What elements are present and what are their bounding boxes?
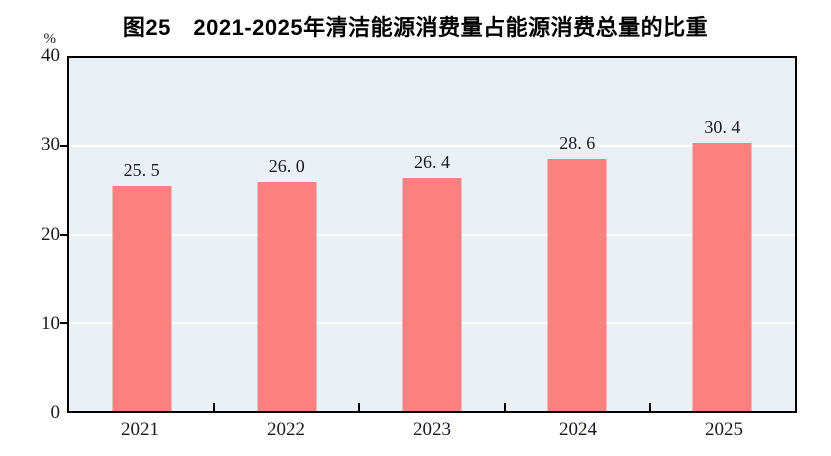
x-axis-tick-2 <box>358 403 361 411</box>
category-slot-2021: 25. 5 <box>69 58 214 411</box>
category-slot-2024: 28. 6 <box>505 58 650 411</box>
chart-title: 图25 2021-2025年清洁能源消费量占能源消费总量的比重 <box>122 15 709 40</box>
y-axis-label-20: 20 <box>41 223 60 245</box>
y-axis: 0 10 20 30 40 <box>0 46 60 423</box>
x-axis-label-2021: 2021 <box>121 419 159 440</box>
y-axis-tickmark-10 <box>60 321 69 324</box>
bar-value-label-2022: 26. 0 <box>268 155 305 176</box>
y-axis-tickmark-20 <box>60 233 69 236</box>
y-axis-tickmark-30 <box>60 145 69 148</box>
bars-container: 25. 5 26. 0 26. 4 28. 6 30. 4 <box>69 58 795 411</box>
category-slot-2023: 26. 4 <box>359 58 504 411</box>
x-axis-label-2024: 2024 <box>559 419 597 440</box>
bar-value-label-2024: 28. 6 <box>559 132 596 153</box>
y-axis-label-30: 30 <box>41 134 60 156</box>
bar-2022 <box>257 181 317 411</box>
x-axis-label-2023: 2023 <box>413 419 451 440</box>
y-axis-label-10: 10 <box>41 312 60 334</box>
gridline-30 <box>69 145 795 148</box>
y-axis-unit-label: % <box>43 31 57 47</box>
x-axis-tick-3 <box>503 403 506 411</box>
bar-value-label-2021: 25. 5 <box>123 159 160 180</box>
bar-2021 <box>112 185 172 411</box>
x-axis-label-2022: 2022 <box>267 419 305 440</box>
bar-value-label-2025: 30. 4 <box>704 116 741 137</box>
bar-2023 <box>402 178 462 411</box>
x-axis: 2021 2022 2023 2024 2025 <box>67 419 797 441</box>
x-axis-tick-4 <box>648 403 651 411</box>
x-axis-label-2025: 2025 <box>705 419 743 440</box>
plot-area: 25. 5 26. 0 26. 4 28. 6 30. 4 <box>60 56 797 413</box>
x-axis-tick-1 <box>213 403 216 411</box>
category-slot-2025: 30. 4 <box>650 58 795 411</box>
y-axis-label-0: 0 <box>50 402 61 423</box>
bar-2024 <box>547 158 607 411</box>
category-slot-2022: 26. 0 <box>214 58 359 411</box>
y-axis-label-40: 40 <box>41 45 60 66</box>
bar-2025 <box>692 142 752 411</box>
bar-value-label-2023: 26. 4 <box>414 152 450 173</box>
